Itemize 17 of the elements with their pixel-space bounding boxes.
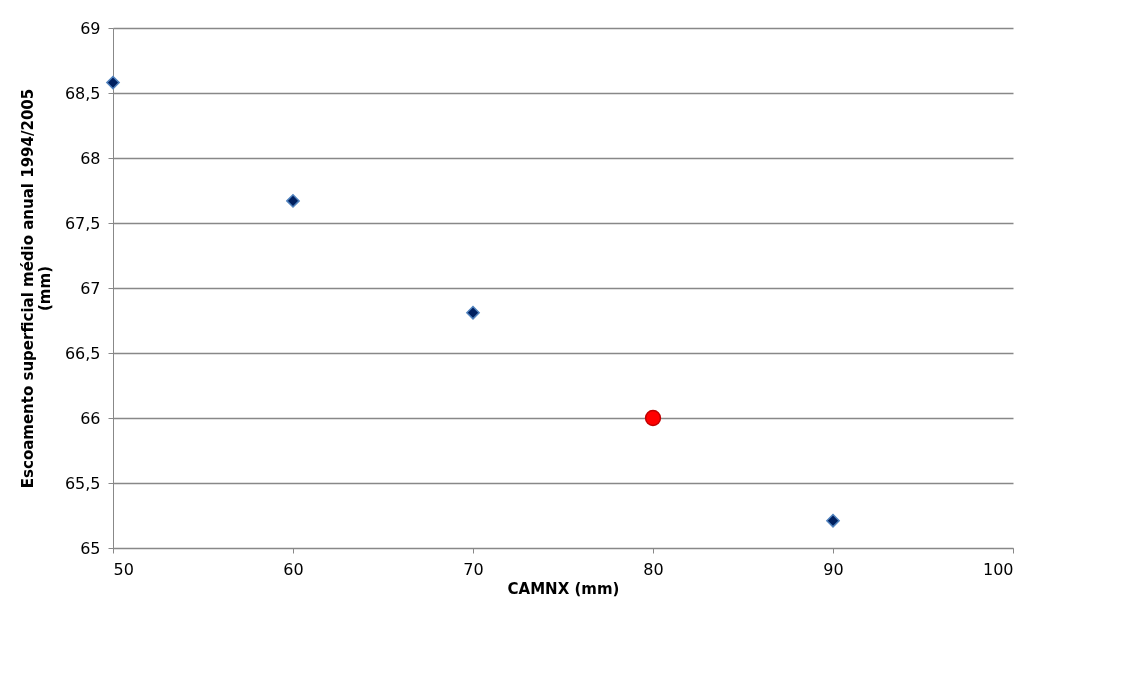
x-tick-label: 50 (113, 559, 134, 579)
x-tick-label: 60 (283, 559, 304, 579)
y-tick-label: 69 (80, 18, 101, 38)
y-tick-label: 66 (80, 408, 101, 428)
y-tick-label: 68 (80, 148, 101, 168)
y-tick-label: 67 (80, 278, 101, 298)
x-axis-title: CAMNX (mm) (507, 579, 620, 598)
x-tick-label: 90 (823, 559, 844, 579)
x-tick-label: 100 (982, 559, 1014, 579)
y-axis-title: Escoamento superficial médio anual 1994/2005 (mm) (18, 88, 54, 489)
y-tick-label: 68,5 (64, 83, 101, 103)
y-tick-label: 67,5 (64, 213, 101, 233)
y-tick-label: 66,5 (64, 343, 101, 363)
y-tick-label: 65 (80, 538, 101, 558)
y-tick-label: 65,5 (64, 473, 101, 493)
x-tick-label: 80 (643, 559, 664, 579)
x-tick-label: 70 (463, 559, 484, 579)
